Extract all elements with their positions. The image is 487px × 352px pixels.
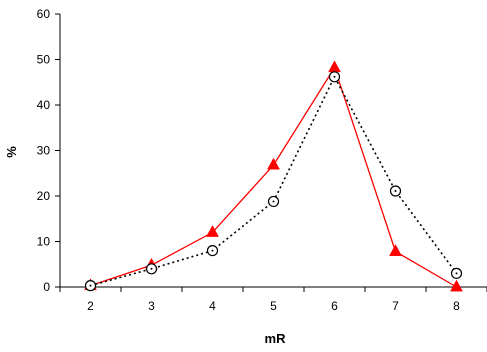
series-1-line bbox=[90, 66, 457, 288]
series-1-point bbox=[206, 225, 219, 237]
y-tick-label: 20 bbox=[37, 189, 51, 203]
series-1-point bbox=[450, 279, 463, 292]
x-axis: 2 3 4 5 6 7 8 bbox=[59, 287, 487, 313]
y-axis-title: % bbox=[4, 146, 19, 158]
series-2-point bbox=[450, 267, 463, 279]
series-1-point bbox=[328, 60, 341, 73]
y-axis: 0 10 20 30 40 50 60 bbox=[37, 7, 60, 294]
x-tick-label: 3 bbox=[148, 299, 155, 313]
x-tick-label: 2 bbox=[87, 299, 94, 313]
x-tick-label: 4 bbox=[209, 299, 216, 313]
series-layer bbox=[84, 60, 463, 292]
series-2-point bbox=[84, 280, 97, 292]
series-1-point bbox=[267, 157, 280, 170]
y-tick-label: 0 bbox=[43, 280, 50, 294]
series-1-point bbox=[389, 244, 402, 256]
point-center bbox=[89, 284, 92, 287]
x-tick-label: 6 bbox=[331, 299, 338, 313]
y-tick-label: 50 bbox=[37, 53, 51, 67]
y-tick-label: 10 bbox=[37, 235, 51, 249]
series-2-point bbox=[328, 71, 341, 83]
x-axis-title: mR bbox=[265, 331, 287, 346]
y-tick-label: 40 bbox=[37, 98, 51, 112]
point-center bbox=[394, 189, 397, 192]
x-tick-label: 5 bbox=[270, 299, 277, 313]
plot-area bbox=[59, 14, 487, 288]
series-2-point bbox=[145, 263, 158, 275]
x-tick-label: 8 bbox=[453, 299, 460, 313]
series-2-point bbox=[267, 195, 280, 208]
y-tick-label: 60 bbox=[37, 7, 51, 21]
point-center bbox=[272, 200, 275, 203]
x-tick-label: 7 bbox=[392, 299, 399, 313]
series-2-line bbox=[90, 75, 458, 287]
series-2-point bbox=[389, 185, 402, 197]
point-center bbox=[455, 272, 458, 275]
point-center bbox=[333, 75, 336, 78]
series-2-point bbox=[206, 245, 219, 257]
point-center bbox=[150, 267, 153, 270]
point-center bbox=[211, 249, 214, 252]
y-tick-label: 30 bbox=[37, 144, 51, 158]
